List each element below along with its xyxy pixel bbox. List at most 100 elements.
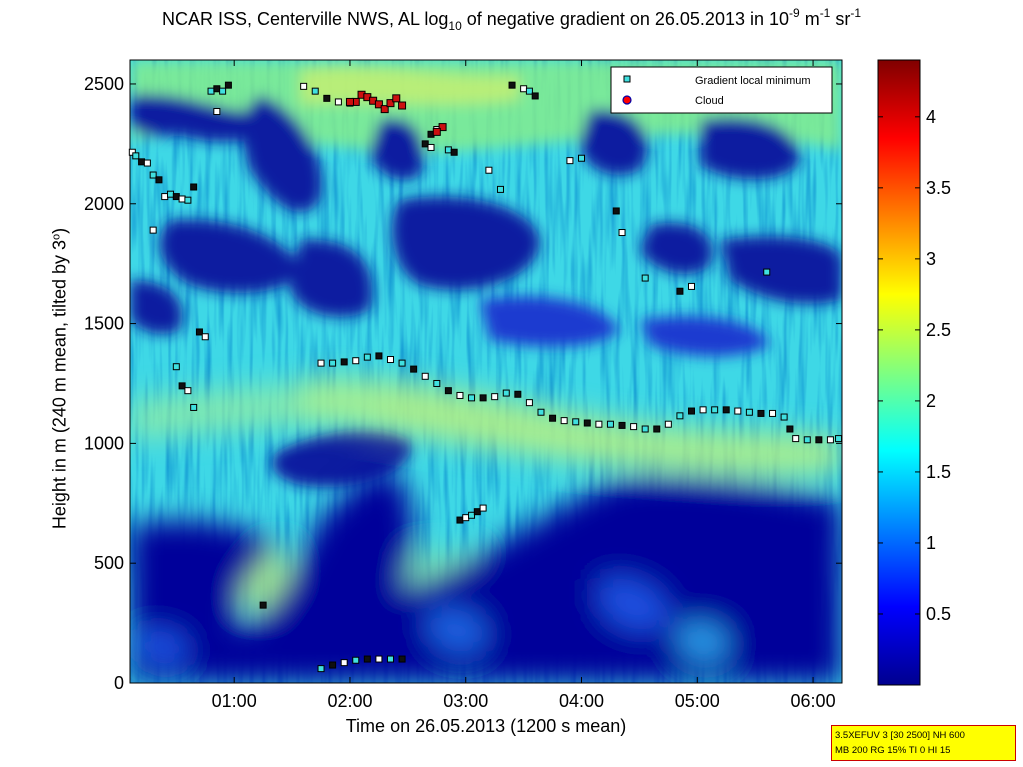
- gradient-minimum-marker: [363, 655, 371, 663]
- gradient-minimum-marker: [398, 655, 406, 663]
- x-tick-label: 01:00: [212, 691, 257, 711]
- gradient-minimum-marker: [155, 176, 163, 184]
- gradient-minimum-marker: [190, 183, 198, 191]
- gradient-minimum-marker: [606, 420, 614, 428]
- gradient-minimum-marker: [172, 193, 180, 201]
- gradient-minimum-marker: [149, 171, 157, 179]
- gradient-minimum-marker: [456, 391, 464, 399]
- cloud-marker: [380, 105, 389, 114]
- y-tick-label: 2500: [84, 74, 124, 94]
- gradient-minimum-marker: [363, 353, 371, 361]
- gradient-minimum-marker: [618, 229, 626, 237]
- cloud-marker: [345, 97, 354, 106]
- heatmap-field: [130, 60, 842, 683]
- gradient-minimum-marker: [479, 394, 487, 402]
- gradient-minimum-marker: [375, 655, 383, 663]
- y-tick-label: 500: [94, 553, 124, 573]
- gradient-minimum-marker: [195, 328, 203, 336]
- gradient-minimum-marker: [468, 394, 476, 402]
- gradient-minimum-marker: [514, 390, 522, 398]
- colorbar-tick-label: 3.5: [926, 178, 951, 198]
- gradient-minimum-marker: [664, 420, 672, 428]
- colorbar-frame: [877, 59, 921, 686]
- gradient-minimum-marker: [780, 413, 788, 421]
- gradient-minimum-marker: [386, 356, 394, 364]
- gradient-minimum-marker: [560, 417, 568, 425]
- cloud-marker: [438, 123, 447, 132]
- gradient-minimum-marker: [213, 85, 221, 93]
- gradient-minimum-marker: [757, 409, 765, 417]
- plot-frame: [129, 59, 843, 684]
- gradient-minimum-marker: [184, 387, 192, 395]
- gradient-minimum-marker: [491, 393, 499, 401]
- gradient-minimum-marker: [531, 92, 539, 100]
- gradient-minimum-marker: [763, 268, 771, 276]
- gradient-minimum-marker: [618, 421, 626, 429]
- gradient-minimum-marker: [711, 406, 719, 414]
- colorbar-tick-label: 4: [926, 107, 936, 127]
- legend-circle-icon: [622, 95, 632, 105]
- gradient-minimum-marker: [745, 408, 753, 416]
- gradient-minimum-marker: [323, 94, 331, 102]
- gradient-minimum-marker: [456, 516, 464, 524]
- gradient-minimum-marker: [583, 419, 591, 427]
- gradient-minimum-marker: [444, 387, 452, 395]
- colorbar-tick-label: 1: [926, 533, 936, 553]
- gradient-minimum-marker: [433, 379, 441, 387]
- gradient-minimum-marker: [630, 423, 638, 431]
- x-tick-label: 06:00: [791, 691, 836, 711]
- legend-square-icon: [623, 75, 631, 83]
- gradient-minimum-marker: [329, 359, 337, 367]
- gradient-minimum-marker: [525, 399, 533, 407]
- legend-box: [610, 66, 833, 114]
- gradient-minimum-marker: [687, 407, 695, 415]
- gradient-minimum-marker: [566, 157, 574, 165]
- gradient-minimum-marker: [578, 154, 586, 162]
- gradient-minimum-marker: [178, 382, 186, 390]
- info-line-1: 3.5XEFUV 3 [30 2500] NH 600: [835, 730, 965, 741]
- gradient-minimum-marker: [496, 185, 504, 193]
- cloud-marker: [392, 94, 401, 103]
- gradient-minimum-marker: [676, 412, 684, 420]
- y-tick-label: 1000: [84, 433, 124, 453]
- colorbar-tick-label: 3: [926, 249, 936, 269]
- gradient-minimum-marker: [184, 196, 192, 204]
- gradient-minimum-marker: [734, 407, 742, 415]
- gradient-minimum-marker: [722, 406, 730, 414]
- gradient-minimum-marker: [421, 372, 429, 380]
- gradient-minimum-marker: [259, 601, 267, 609]
- legend-label-gradient: Gradient local minimum: [695, 75, 811, 87]
- y-axis-ticks: 0 500 1000 1500 2000 2500: [84, 74, 842, 693]
- y-tick-label: 2000: [84, 194, 124, 214]
- x-tick-label: 04:00: [559, 691, 604, 711]
- gradient-minimum-marker: [468, 511, 476, 519]
- x-tick-label: 02:00: [327, 691, 372, 711]
- gradient-minimum-marker: [300, 82, 308, 90]
- y-tick-label: 1500: [84, 314, 124, 334]
- colorbar-tick-label: 1.5: [926, 462, 951, 482]
- gradient-minimum-marker: [444, 146, 452, 154]
- gradient-minimum-marker: [352, 656, 360, 664]
- gradient-minimum-marker: [340, 659, 348, 667]
- colorbar-ticks: 0.5 1 1.5 2 2.5 3 3.5 4: [878, 107, 951, 624]
- gradient-minimum-marker: [190, 403, 198, 411]
- gradient-minimum-marker: [699, 406, 707, 414]
- x-tick-label: 03:00: [443, 691, 488, 711]
- gradient-minimum-marker: [375, 352, 383, 360]
- gradient-minimum-marker: [317, 665, 325, 673]
- x-tick-label: 05:00: [675, 691, 720, 711]
- chart-title: NCAR ISS, Centerville NWS, AL log10 of n…: [161, 6, 862, 33]
- gradient-minimum-marker: [537, 408, 545, 416]
- colorbar-tick-label: 0.5: [926, 604, 951, 624]
- gradient-minimum-marker: [479, 504, 487, 512]
- gradient-minimum-marker: [132, 152, 140, 160]
- gradient-minimum-marker: [421, 140, 429, 148]
- gradient-minimum-marker: [485, 166, 493, 174]
- gradient-minimum-marker: [835, 435, 843, 443]
- gradient-minimum-marker: [450, 148, 458, 156]
- gradient-minimum-marker: [427, 143, 435, 151]
- x-axis-ticks: 01:00 02:00 03:00 04:00 05:00 06:00: [212, 60, 836, 711]
- legend: Gradient local minimum Cloud: [610, 66, 833, 114]
- gradient-minimum-marker: [653, 425, 661, 433]
